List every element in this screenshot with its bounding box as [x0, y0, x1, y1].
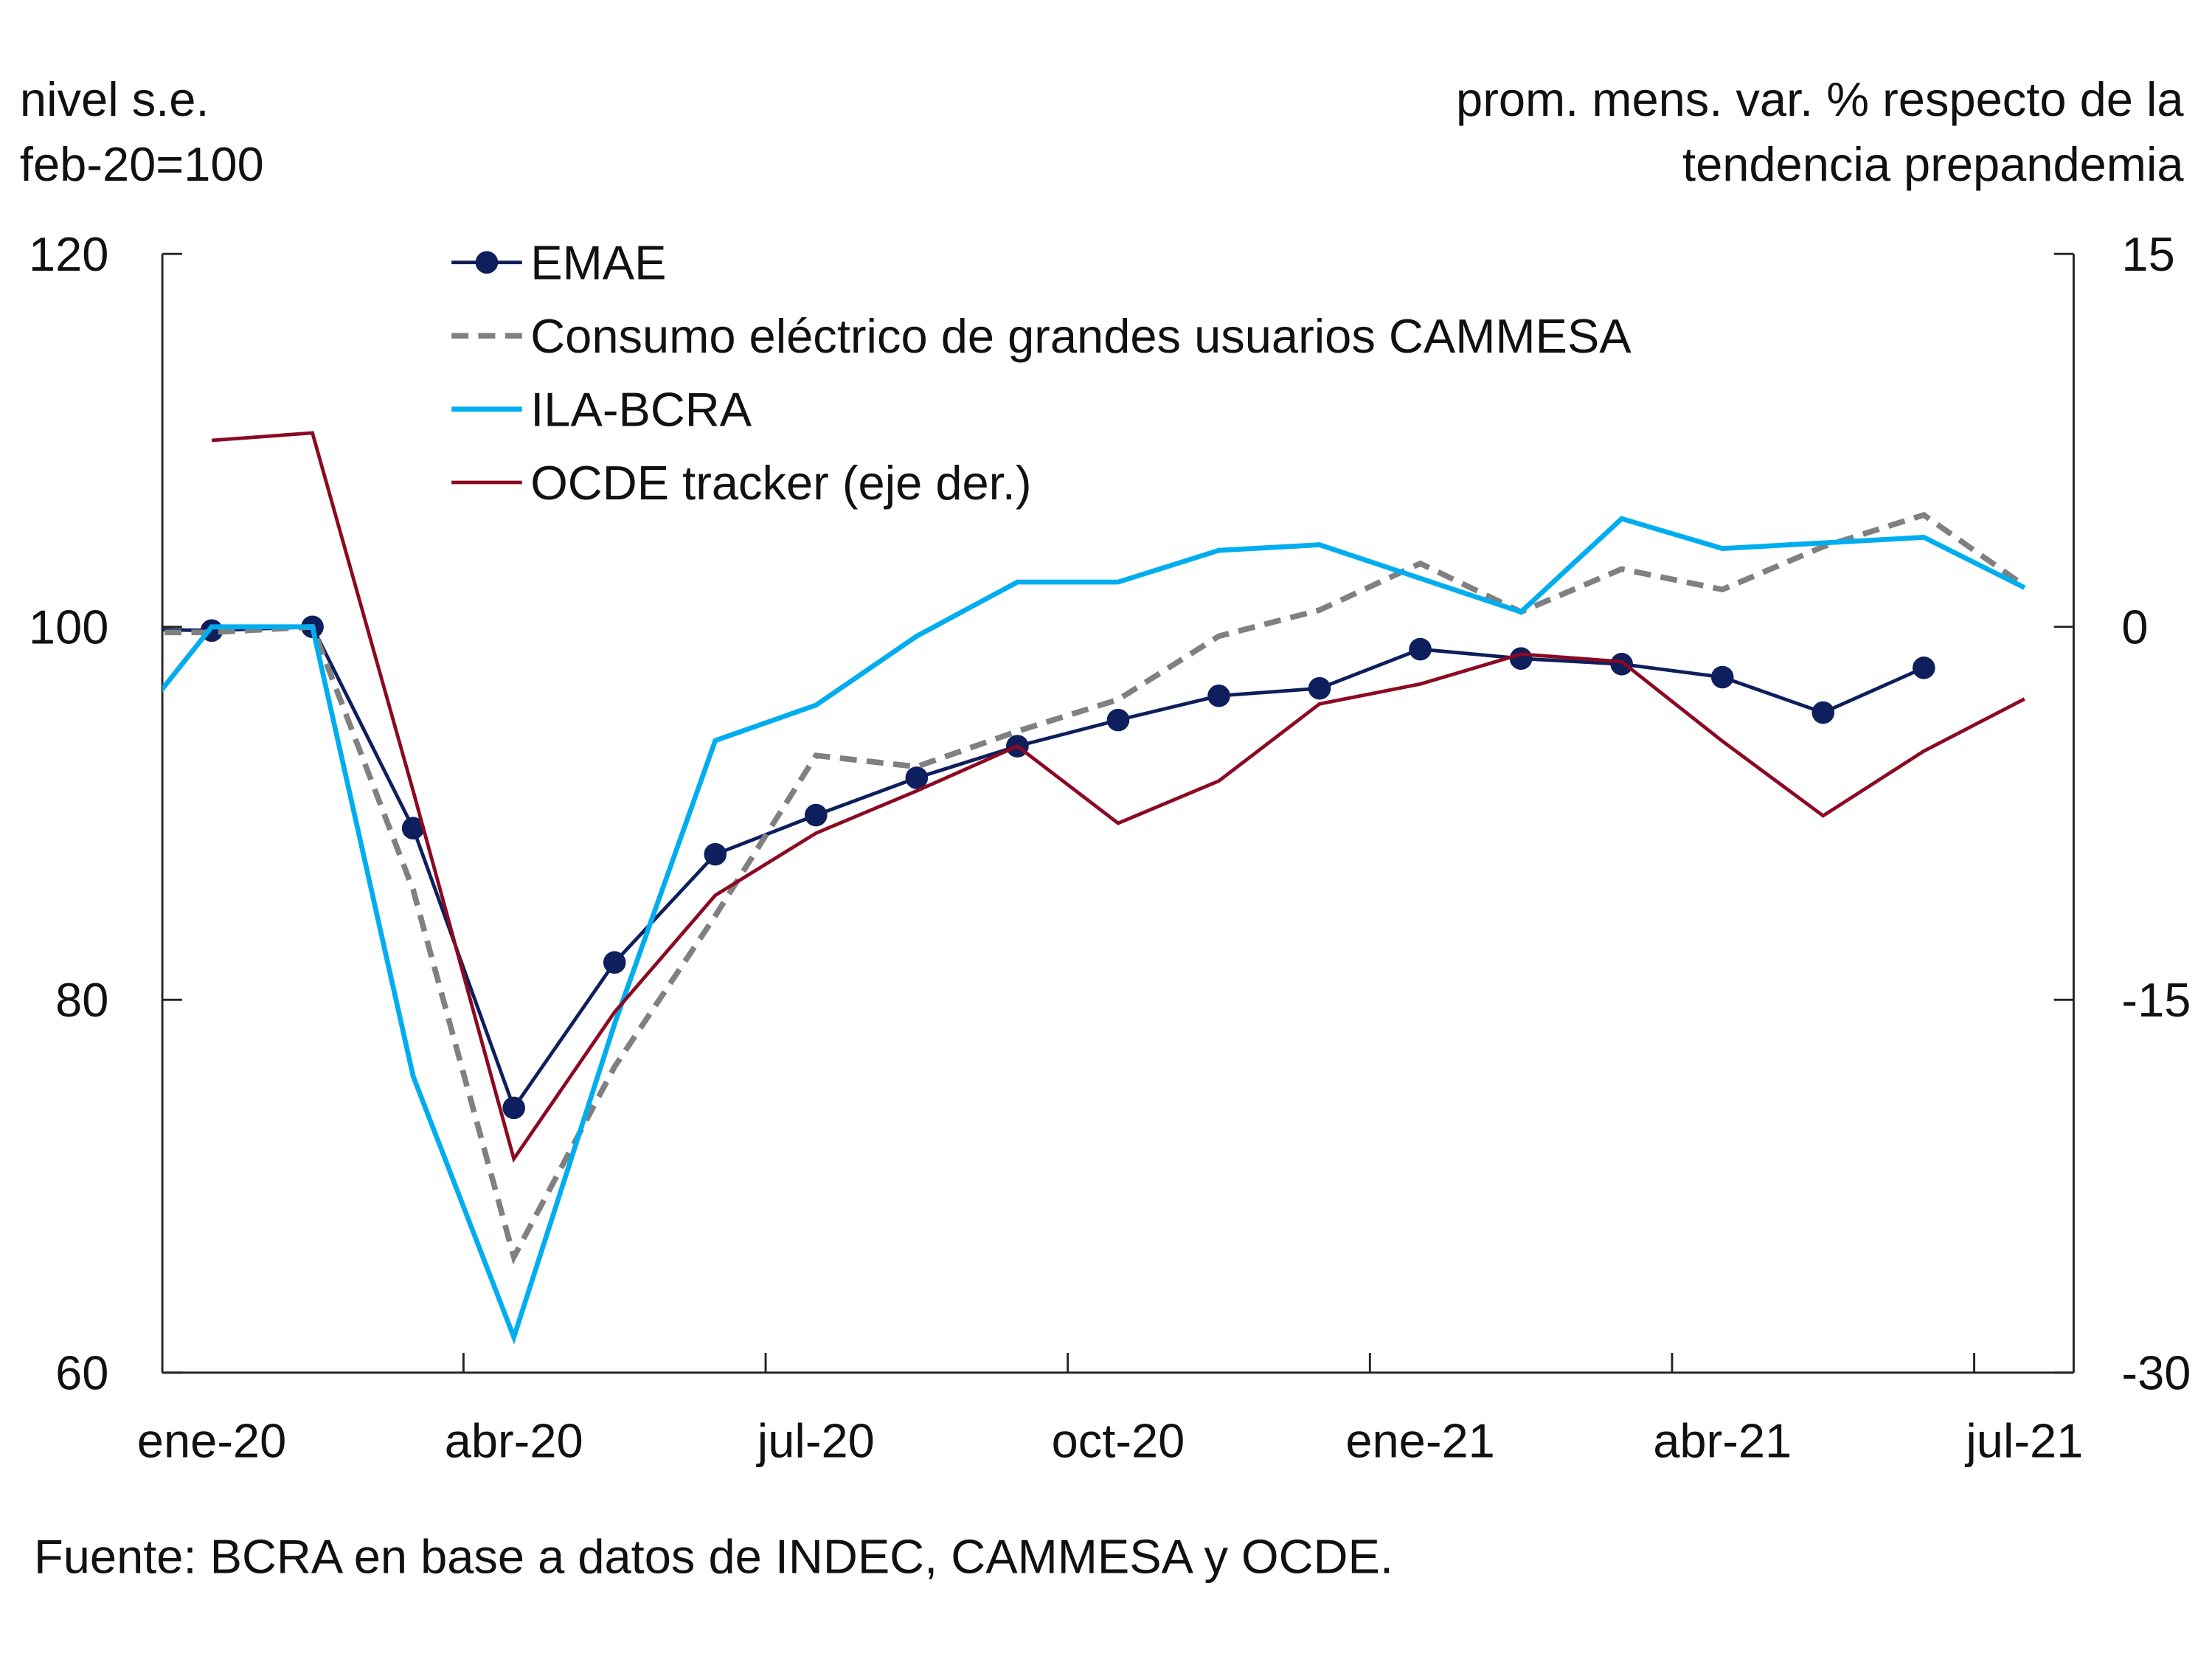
series-line-2 — [162, 516, 2026, 1345]
emae-point — [1409, 637, 1432, 661]
right-axis-label-line1: prom. mens. var. % respecto de la — [1456, 72, 2184, 126]
legend-label-1: Consumo eléctrico de grandes usuarios CA… — [530, 309, 1632, 363]
left-axis-label-line1: nivel s.e. — [20, 72, 209, 126]
right-tick-label: -15 — [2121, 973, 2191, 1027]
right-tick-label: -30 — [2121, 1346, 2191, 1400]
emae-point — [603, 951, 626, 974]
source-note: Fuente: BCRA en base a datos de INDEC, C… — [34, 1529, 1393, 1583]
legend-label-3: OCDE tracker (eje der.) — [530, 456, 1031, 510]
left-tick-label: 60 — [55, 1346, 108, 1400]
right-tick-label: 0 — [2121, 600, 2148, 654]
left-tick-label: 100 — [29, 600, 108, 654]
emae-point — [1710, 665, 1734, 689]
emae-point — [1207, 684, 1230, 707]
legend-marker — [475, 251, 499, 274]
left-axis-label-line2: feb-20=100 — [20, 137, 264, 191]
emae-point — [704, 842, 727, 866]
series-line-3 — [211, 431, 2025, 1163]
emae-point — [805, 803, 828, 827]
emae-point — [1610, 653, 1633, 676]
legend-label-2: ILA-BCRA — [530, 383, 752, 437]
emae-point — [1509, 647, 1533, 671]
x-tick-label: jul-21 — [1964, 1414, 2083, 1468]
series-line-0 — [162, 625, 1925, 1112]
emae-point — [905, 766, 929, 789]
right-axis-label-line2: tendencia prepandemia — [1682, 137, 2184, 191]
x-tick-label: abr-21 — [1653, 1414, 1792, 1468]
emae-point — [1106, 708, 1130, 732]
emae-point — [1913, 657, 1935, 679]
left-tick-label: 120 — [29, 227, 108, 281]
emae-point — [1308, 676, 1331, 700]
left-tick-label: 80 — [55, 973, 108, 1027]
emae-point — [401, 817, 425, 840]
x-tick-label: ene-20 — [137, 1414, 286, 1468]
x-tick-label: ene-21 — [1345, 1414, 1494, 1468]
series-line-1 — [162, 511, 2027, 1265]
legend-label-0: EMAE — [530, 236, 666, 290]
emae-point — [502, 1096, 525, 1120]
x-tick-label: jul-20 — [756, 1414, 875, 1468]
emae-point — [1811, 701, 1835, 724]
right-tick-label: 15 — [2121, 227, 2174, 281]
x-tick-label: oct-20 — [1052, 1414, 1185, 1468]
series-group — [162, 431, 2027, 1345]
axes: 60 80 100 120 -30 -15 0 15 ene-20 abr-20 jul-20 oct… — [29, 227, 2191, 1467]
x-tick-label: abr-20 — [445, 1414, 583, 1468]
legend: EMAE Consumo eléctrico de grandes usuario… — [451, 236, 1632, 510]
